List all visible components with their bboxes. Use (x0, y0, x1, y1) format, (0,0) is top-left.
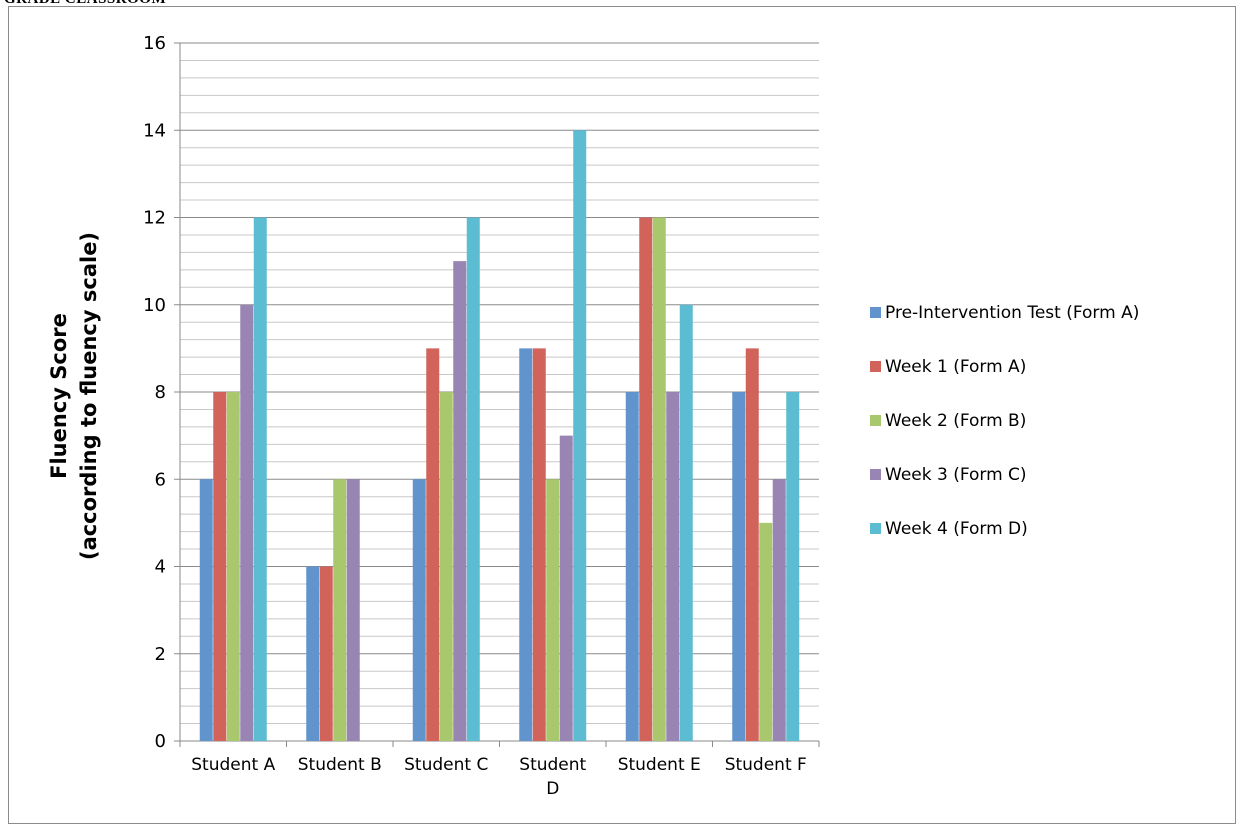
x-category-label: Student F (725, 755, 807, 775)
legend-label: Pre-Intervention Test (Form A) (885, 303, 1139, 323)
bar-pre-intervention-test-form-a-5 (732, 392, 746, 741)
y-tick-label: 14 (143, 120, 166, 141)
bar-pre-intervention-test-form-a-1 (306, 566, 320, 741)
y-axis-title: Fluency Score (47, 313, 71, 479)
bar-week-2-form-b-3 (546, 479, 560, 741)
bar-week-2-form-b-0 (226, 392, 240, 741)
legend-swatch (870, 469, 881, 480)
legend-swatch (870, 361, 881, 372)
x-category-label: D (546, 779, 559, 799)
legend-swatch (870, 415, 881, 426)
bar-week-2-form-b-5 (759, 522, 773, 741)
bar-week-2-form-b-1 (333, 479, 347, 741)
bar-week-1-form-a-0 (213, 392, 227, 741)
bar-pre-intervention-test-form-a-0 (199, 479, 213, 741)
bar-week-3-form-c-1 (346, 479, 360, 741)
bar-week-1-form-a-4 (639, 217, 653, 741)
legend-swatch (870, 307, 881, 318)
legend-swatch (870, 523, 881, 534)
bar-week-3-form-c-3 (559, 435, 573, 741)
y-tick-label: 4 (155, 557, 166, 578)
legend-label: Week 1 (Form A) (885, 357, 1026, 377)
bar-week-4-form-d-4 (679, 304, 693, 741)
bar-week-1-form-a-2 (426, 348, 440, 741)
bar-week-2-form-b-4 (652, 217, 666, 741)
page-header-text: GRADE CLASSROOM (4, 0, 166, 8)
y-tick-label: 12 (143, 208, 166, 229)
bar-week-4-form-d-2 (466, 217, 480, 741)
bar-week-1-form-a-3 (532, 348, 546, 741)
legend-label: Week 2 (Form B) (885, 411, 1026, 431)
legend-label: Week 3 (Form C) (885, 465, 1027, 485)
bar-week-3-form-c-4 (666, 392, 680, 741)
bar-week-1-form-a-5 (745, 348, 759, 741)
bar-week-2-form-b-2 (439, 392, 453, 741)
y-tick-label: 10 (143, 295, 166, 316)
bar-week-3-form-c-5 (772, 479, 786, 741)
y-tick-label: 0 (155, 731, 166, 752)
legend-label: Week 4 (Form D) (885, 519, 1028, 539)
x-category-label: Student A (191, 755, 275, 775)
bar-pre-intervention-test-form-a-3 (519, 348, 533, 741)
x-category-label: Student (519, 755, 586, 775)
x-category-label: Student C (404, 755, 488, 775)
y-tick-label: 6 (155, 469, 166, 490)
y-axis-title: (according to fluency scale) (77, 232, 101, 560)
y-tick-label: 16 (143, 33, 166, 54)
bar-week-3-form-c-2 (453, 261, 467, 741)
y-tick-label: 2 (155, 644, 166, 665)
x-category-label: Student B (298, 755, 382, 775)
chart-frame: 0 2 4 6 8 10 12 14 16 Student A Student B Student C… (8, 6, 1236, 824)
x-category-label: Student E (618, 755, 701, 775)
bar-week-4-form-d-3 (573, 130, 587, 741)
bar-pre-intervention-test-form-a-4 (625, 392, 639, 741)
bar-week-3-form-c-0 (240, 304, 254, 741)
y-tick-label: 8 (155, 382, 166, 403)
bar-week-4-form-d-0 (253, 217, 267, 741)
bar-week-1-form-a-1 (319, 566, 333, 741)
bar-week-4-form-d-5 (786, 392, 800, 741)
bar-pre-intervention-test-form-a-2 (412, 479, 426, 741)
bar-chart: 0 2 4 6 8 10 12 14 16 Student A Student B Student C… (47, 33, 1139, 799)
